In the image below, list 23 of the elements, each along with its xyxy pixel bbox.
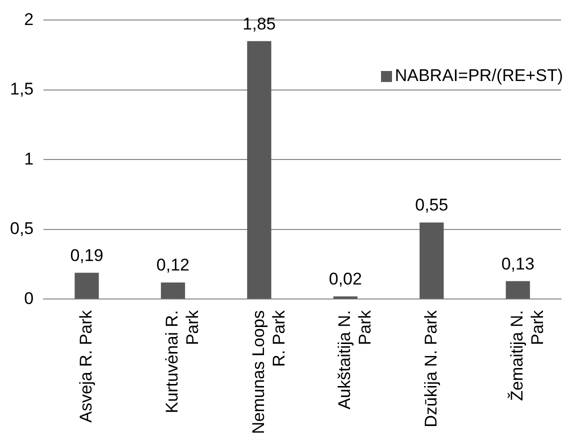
x-tick-label: Nemunas Loops R. Park — [248, 310, 288, 434]
data-label: 0,12 — [156, 256, 190, 275]
data-label: 1,85 — [242, 14, 276, 34]
y-tick-label: 0 — [24, 288, 34, 308]
data-label: 0,02 — [328, 270, 362, 289]
bar — [420, 222, 444, 299]
bar — [506, 281, 530, 299]
data-label: 0,19 — [70, 246, 104, 265]
x-tick-label: Kurtuvėnai R. Park — [162, 310, 202, 414]
legend-label: NABRAI=PR/(RE+ST) — [394, 66, 563, 86]
y-tick-label: 2 — [24, 10, 34, 29]
y-tick-label: 1,5 — [10, 80, 34, 99]
y-tick-label: 0,5 — [10, 219, 34, 238]
x-tick-label: Aukštaitija N. Park — [335, 310, 375, 410]
x-tick-label: Žemaitija N. Park — [508, 310, 547, 401]
bar — [74, 272, 99, 299]
x-tick-label: Dzūkija N. Park — [421, 310, 440, 428]
x-tick-label: Asveja R. Park — [76, 310, 96, 423]
data-label: 0,55 — [415, 196, 448, 215]
bar — [160, 282, 186, 299]
bar — [247, 41, 272, 299]
data-label: 0,13 — [501, 254, 534, 274]
y-tick-label: 1 — [24, 149, 34, 168]
